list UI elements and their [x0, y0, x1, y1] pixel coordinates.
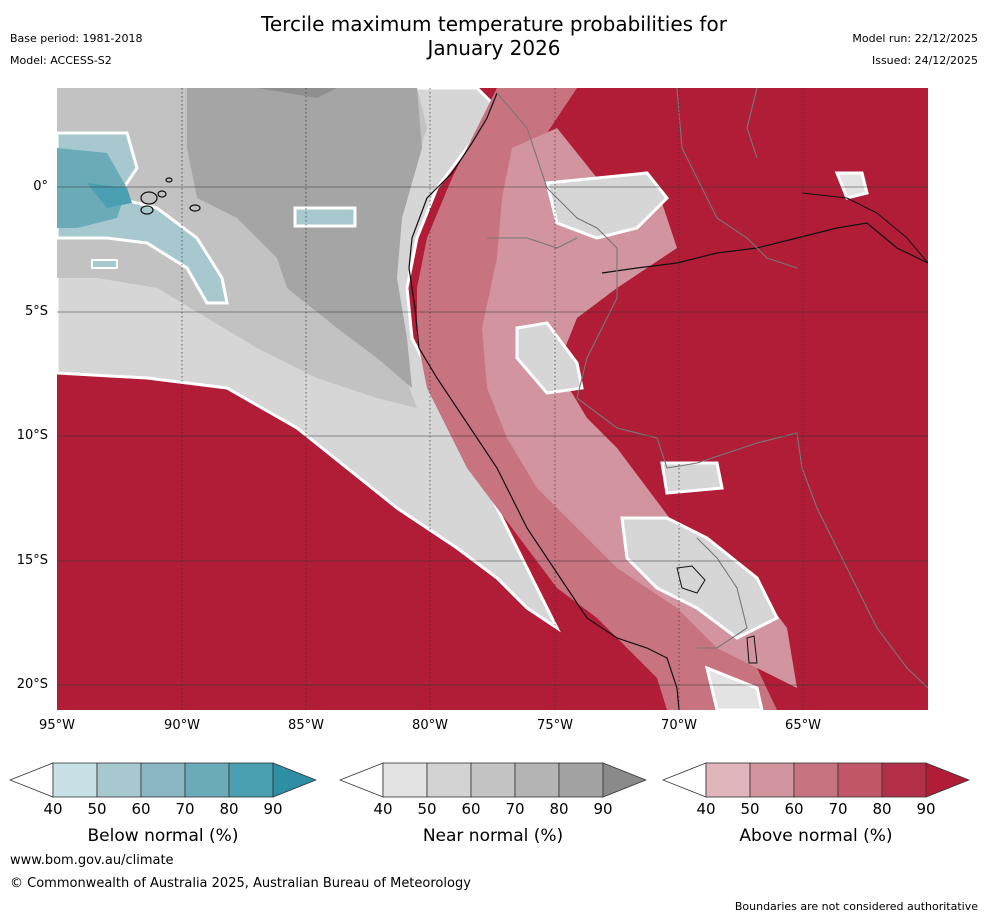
colorbar-tick-label: 60 — [131, 800, 151, 818]
legend-label-above-normal: Above normal (%) — [739, 826, 893, 846]
colorbar-swatch — [426, 762, 472, 798]
river-north — [801, 192, 928, 264]
colorbar-swatch — [793, 762, 839, 798]
website-link[interactable]: www.bom.gov.au/climate — [10, 853, 174, 868]
legend-label-near-normal: Near normal (%) — [422, 826, 564, 846]
lon-label-65w: 65°W — [785, 718, 821, 733]
colorbar-tick-label: 80 — [872, 800, 892, 818]
lon-label-95w: 95°W — [39, 718, 75, 733]
colorbar-swatch-high — [602, 762, 647, 798]
base-period: Base period: 1981-2018 — [10, 32, 143, 45]
inland-near-normal-5 — [834, 171, 869, 200]
lat-label-5s: 5°S — [24, 304, 48, 319]
colorbar-swatch — [228, 762, 274, 798]
colorbar-svg — [9, 762, 317, 798]
coastline — [408, 92, 680, 710]
disclaimer-text: Boundaries are not considered authoritat… — [734, 900, 978, 913]
colorbar-swatch — [749, 762, 795, 798]
below-normal-patch-2 — [293, 206, 357, 228]
legend-above-normal: 40 50 60 70 80 90 Above normal (%) — [662, 762, 970, 846]
colorbar-tick-label: 50 — [87, 800, 107, 818]
inland-near-normal-2 — [515, 321, 584, 395]
colorbar-swatch — [52, 762, 98, 798]
colorbar-tick-label: 80 — [549, 800, 569, 818]
colorbar-swatch — [881, 762, 927, 798]
meta-right: Model run: 22/12/2025 Issued: 24/12/2025 — [852, 32, 978, 76]
colorbar-swatch — [470, 762, 516, 798]
title-line-1: Tercile maximum temperature probabilitie… — [261, 12, 727, 36]
colorbar-tick-label: 70 — [505, 800, 525, 818]
colorbar-tick-label: 50 — [417, 800, 437, 818]
model-run: Model run: 22/12/2025 — [852, 32, 978, 45]
colorbar-svg — [662, 762, 970, 798]
colorbar-below-normal — [9, 762, 317, 798]
inland-near-normal-1 — [545, 171, 670, 240]
colorbar-swatch — [514, 762, 560, 798]
colorbar-tick-label: 50 — [740, 800, 760, 818]
latitude-lines — [57, 186, 928, 686]
lat-label-10s: 10°S — [16, 428, 48, 443]
map-canvas — [57, 88, 928, 710]
title-line-2: January 2026 — [427, 36, 561, 60]
colorbar-tick-label: 60 — [461, 800, 481, 818]
below-normal-patch-3 — [91, 259, 118, 269]
lon-label-90w: 90°W — [164, 718, 200, 733]
colorbar-tick-label: 80 — [219, 800, 239, 818]
colorbar-swatch — [837, 762, 883, 798]
colorbar-tick-label: 70 — [175, 800, 195, 818]
lon-label-85w: 85°W — [288, 718, 324, 733]
lat-label-15s: 15°S — [16, 553, 48, 568]
colorbar-swatch — [382, 762, 428, 798]
lon-label-75w: 75°W — [537, 718, 573, 733]
probability-map[interactable] — [57, 88, 928, 710]
issued-date: Issued: 24/12/2025 — [871, 54, 978, 67]
colorbar-tick-label: 90 — [593, 800, 613, 818]
near-normal-80-region — [187, 88, 422, 388]
colorbar-tick-label: 40 — [696, 800, 716, 818]
inland-near-normal-6 — [704, 665, 764, 710]
colorbar-tick-label: 40 — [43, 800, 63, 818]
model-name: Model: ACCESS-S2 — [10, 54, 112, 67]
colorbar-swatch-low — [9, 762, 54, 798]
lon-label-70w: 70°W — [661, 718, 697, 733]
colorbar-swatch-high — [272, 762, 317, 798]
colorbar-swatch-low — [339, 762, 384, 798]
colorbar-tick-label: 90 — [263, 800, 283, 818]
colorbar-swatch — [96, 762, 142, 798]
colorbar-ticks-above-normal: 40 50 60 70 80 90 — [662, 800, 970, 820]
lat-label-0: 0° — [33, 179, 48, 194]
galapagos-islands — [140, 177, 201, 215]
meta-left: Base period: 1981-2018 Model: ACCESS-S2 — [10, 32, 142, 76]
country-borders — [487, 88, 928, 689]
colorbar-ticks-below-normal: 40 50 60 70 80 90 — [9, 800, 317, 820]
lon-label-80w: 80°W — [412, 718, 448, 733]
chart-title: Tercile maximum temperature probabilitie… — [0, 12, 988, 60]
colorbar-svg — [339, 762, 647, 798]
colorbar-swatch — [705, 762, 751, 798]
colorbar-near-normal — [339, 762, 647, 798]
colorbar-swatch — [184, 762, 230, 798]
colorbar-swatch — [140, 762, 186, 798]
colorbar-swatch-high — [925, 762, 970, 798]
colorbar-tick-label: 70 — [828, 800, 848, 818]
legend-near-normal: 40 50 60 70 80 90 Near normal (%) — [339, 762, 647, 846]
near-normal-90-region — [257, 88, 337, 98]
below-normal-80-region — [87, 183, 132, 208]
colorbar-tick-label: 90 — [916, 800, 936, 818]
inland-near-normal-4 — [620, 516, 780, 640]
colorbar-above-normal — [662, 762, 970, 798]
above-normal-60-band — [482, 128, 797, 688]
colorbar-tick-label: 60 — [784, 800, 804, 818]
colorbar-swatch-low — [662, 762, 707, 798]
colorbar-swatch — [558, 762, 604, 798]
legend-below-normal: 40 50 60 70 80 90 Below normal (%) — [9, 762, 317, 846]
colorbar-tick-label: 40 — [373, 800, 393, 818]
lat-label-20s: 20°S — [16, 677, 48, 692]
lake-titicaca — [676, 565, 758, 664]
colorbar-ticks-near-normal: 40 50 60 70 80 90 — [339, 800, 647, 820]
amazon-river — [601, 222, 928, 274]
legend-label-below-normal: Below normal (%) — [87, 826, 239, 846]
copyright-text: © Commonwealth of Australia 2025, Austra… — [10, 876, 471, 891]
